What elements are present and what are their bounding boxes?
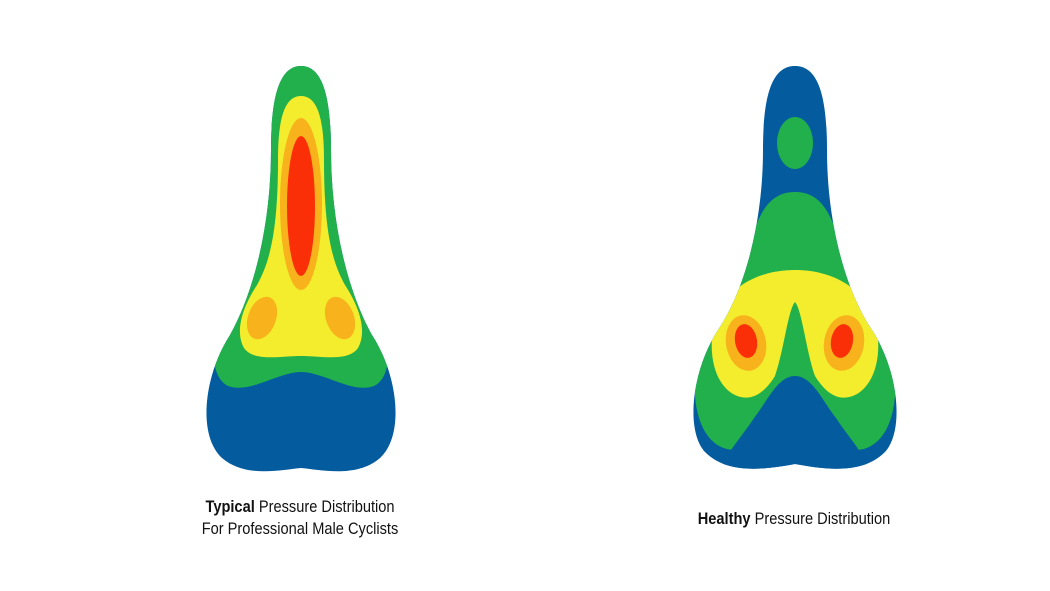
typical-caption-line2: For Professional Male Cyclists xyxy=(201,519,399,538)
typical-caption: Typical Pressure Distribution For Profes… xyxy=(171,496,429,540)
typical-caption-rest: Pressure Distribution xyxy=(254,497,395,516)
typical-caption-bold: Typical xyxy=(205,497,255,516)
healthy-caption-rest: Pressure Distribution xyxy=(750,509,891,528)
zone-orange-right xyxy=(324,296,356,340)
healthy-caption-bold: Healthy xyxy=(697,509,751,528)
zone-red-center xyxy=(287,136,315,276)
zone-red-right xyxy=(830,324,854,358)
zone-blue-inner xyxy=(718,376,872,469)
healthy-caption-line1: Healthy Pressure Distribution xyxy=(665,508,923,530)
zone-orange-left xyxy=(246,296,278,340)
zone-red-left xyxy=(734,324,758,358)
healthy-caption: Healthy Pressure Distribution xyxy=(665,508,923,530)
typical-caption-line1: Typical Pressure Distribution xyxy=(171,496,429,518)
zone-green-nose xyxy=(777,117,813,169)
